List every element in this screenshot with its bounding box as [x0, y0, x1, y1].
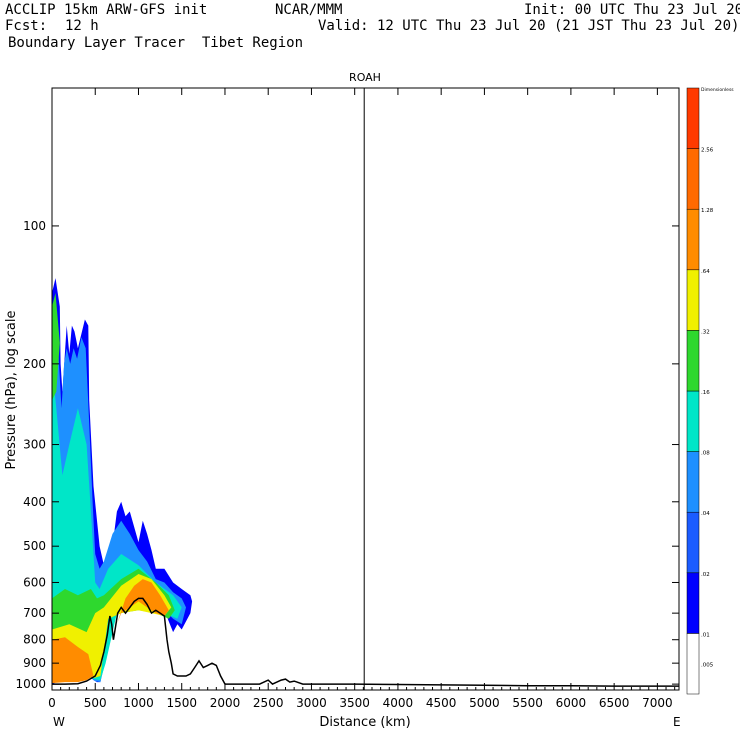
colorbar-label-7: .64 — [701, 269, 710, 275]
x-tick-label-2000: 2000 — [210, 696, 241, 710]
colorbar-label-2: .02 — [701, 572, 710, 578]
tracer-contour-5-0 — [52, 637, 94, 684]
x-tick-label-1000: 1000 — [123, 696, 154, 710]
x-tick-label-1500: 1500 — [166, 696, 197, 710]
y-tick-label-800: 800 — [23, 633, 46, 647]
y-tick-label-500: 500 — [23, 539, 46, 553]
x-tick-label-4000: 4000 — [383, 696, 414, 710]
model-title: ACCLIP 15km ARW-GFS init — [5, 2, 208, 18]
colorbar-swatch-5 — [686, 330, 700, 392]
valid-time: Valid: 12 UTC Thu 23 Jul 20 (21 JST Thu … — [318, 18, 740, 34]
x-tick-label-500: 500 — [84, 696, 107, 710]
x-tick-label-3000: 3000 — [296, 696, 327, 710]
colorbar-swatch-7 — [686, 208, 700, 271]
forecast-value: 12 h — [65, 18, 99, 34]
x-tick-label-6000: 6000 — [556, 696, 587, 710]
colorbar-swatch-8 — [686, 148, 700, 210]
plot-frame — [51, 87, 680, 691]
org-label: NCAR/MMM — [275, 2, 343, 18]
y-axis-ticks: 100 200 300 400 500 600 700 800 900 1000 — [15, 219, 679, 691]
colorbar-swatch-3 — [686, 451, 700, 513]
x-tick-label-6500: 6500 — [599, 696, 630, 710]
colorbar-label-5: .16 — [701, 390, 710, 396]
field-title: Boundary Layer Tracer Tibet Region — [8, 35, 304, 51]
tracer-fills — [52, 278, 193, 685]
x-axis-ticks: 0 500 1000 1500 2000 2500 3000 3500 4000 4500 5000… — [48, 88, 676, 710]
x-tick-label-0: 0 — [48, 696, 56, 710]
y-tick-label-200: 200 — [23, 357, 46, 371]
x-tick-label-3500: 3500 — [339, 696, 370, 710]
colorbar-label-8: 1.28 — [701, 208, 714, 214]
colorbar-label-3: .04 — [701, 511, 710, 517]
west-end-label: W — [53, 715, 65, 729]
y-tick-label-700: 700 — [23, 606, 46, 620]
x-tick-label-7000: 7000 — [642, 696, 673, 710]
chart-title: ROAH — [349, 71, 381, 84]
colorbar-swatch-9 — [686, 87, 700, 149]
colorbar-swatch-2 — [686, 511, 700, 574]
terrain-group — [52, 597, 679, 687]
east-end-label: E — [673, 715, 681, 729]
x-tick-label-4500: 4500 — [426, 696, 457, 710]
y-tick-label-300: 300 — [23, 438, 46, 452]
x-tick-label-5500: 5500 — [512, 696, 543, 710]
colorbar-label-1: .01 — [701, 632, 710, 638]
y-axis-label: Pressure (hPa), log scale — [4, 311, 19, 470]
terrain-line — [52, 597, 679, 687]
colorbar-label-0: .005 — [701, 663, 714, 669]
init-time: Init: 00 UTC Thu 23 Jul 20 — [524, 2, 740, 18]
x-tick-label-5000: 5000 — [469, 696, 500, 710]
tracer-contour-5-1 — [116, 579, 169, 625]
plot-frame-group — [51, 87, 680, 691]
colorbar-swatch-4 — [686, 390, 700, 452]
colorbar-label-9: 2.56 — [701, 148, 714, 154]
colorbar-swatch-1 — [686, 572, 700, 634]
y-tick-label-900: 900 — [23, 656, 46, 670]
colorbar-swatch-6 — [686, 269, 700, 331]
y-tick-label-1000: 1000 — [15, 677, 46, 691]
colorbar: .005 .01 .02 .04 .08 .16 .32 .64 1.28 2.56 Dimensi… — [686, 87, 734, 695]
colorbar-label-4: .08 — [701, 451, 710, 457]
y-tick-label-600: 600 — [23, 575, 46, 589]
forecast-label: Fcst: — [5, 18, 48, 34]
y-tick-label-400: 400 — [23, 495, 46, 509]
x-tick-label-2500: 2500 — [253, 696, 284, 710]
x-axis-label: Distance (km) — [319, 715, 410, 730]
colorbar-label-6: .32 — [701, 329, 710, 335]
colorbar-swatch-0 — [686, 633, 700, 695]
tracer-contour-3-0 — [52, 292, 60, 401]
colorbar-units-label: Dimensionless — [701, 87, 734, 93]
y-tick-label-100: 100 — [23, 219, 46, 233]
